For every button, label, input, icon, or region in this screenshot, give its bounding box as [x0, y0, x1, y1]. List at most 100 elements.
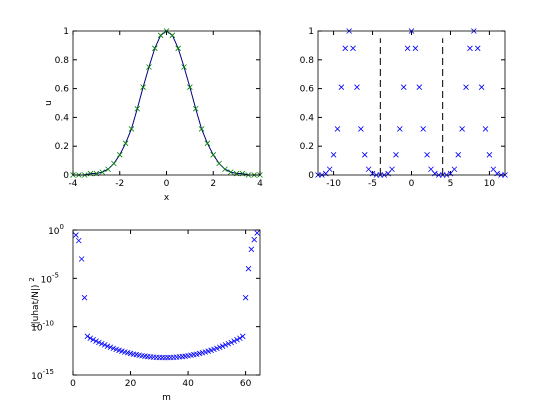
- y-tick-label: 0.6: [55, 85, 70, 95]
- x-axis-label: m: [162, 393, 171, 403]
- x-marker: [157, 32, 164, 39]
- x-axis-label: x: [164, 193, 170, 203]
- x-marker: [216, 160, 222, 167]
- x-marker: [459, 126, 465, 132]
- x-marker: [216, 344, 223, 351]
- axes-box: [72, 30, 261, 176]
- y-tick-label: 0.8: [55, 56, 70, 66]
- y-tick-base: 10: [41, 275, 53, 285]
- x-tick-label: 40: [182, 379, 194, 389]
- x-marker: [152, 45, 158, 52]
- x-marker: [187, 84, 193, 90]
- y-tick-label: 0.2: [55, 142, 69, 152]
- x-marker: [424, 152, 430, 158]
- x-marker: [198, 126, 205, 132]
- x-marker: [90, 336, 96, 343]
- y-tick-label: 10-5: [41, 271, 59, 285]
- y-tick-label: 1: [63, 27, 69, 37]
- axes-box: [317, 30, 506, 176]
- x-marker: [210, 152, 217, 158]
- axes-background: [318, 31, 505, 175]
- y-tick-label: 0.6: [300, 85, 315, 95]
- x-marker: [101, 342, 108, 348]
- y-label-text: u: [44, 100, 54, 106]
- x-marker: [222, 166, 228, 173]
- x-marker: [326, 166, 333, 173]
- x-tick-label: 5: [448, 179, 454, 189]
- x-marker: [420, 126, 426, 132]
- x-tick-label: 4: [257, 179, 263, 189]
- x-tick-label: 60: [240, 379, 252, 389]
- x-marker: [334, 126, 341, 132]
- x-marker: [237, 335, 243, 342]
- y-tick-label: 0.4: [55, 113, 70, 123]
- y-tick-label: 0.2: [300, 142, 314, 152]
- x-marker: [338, 84, 345, 90]
- x-marker: [93, 338, 99, 344]
- x-marker: [350, 45, 356, 52]
- x-marker: [169, 32, 176, 39]
- x-marker: [227, 169, 234, 175]
- axes-box: [72, 229, 261, 376]
- x-marker: [204, 140, 211, 147]
- axes-background: [73, 230, 260, 375]
- x-marker: [389, 166, 395, 173]
- x-marker: [122, 140, 129, 147]
- x-marker: [254, 230, 260, 236]
- x-marker: [81, 294, 88, 301]
- x-marker: [214, 345, 220, 352]
- x-tick-label: 0: [70, 379, 76, 389]
- x-marker: [146, 64, 152, 70]
- x-marker: [242, 294, 249, 301]
- y-tick-label: 0.4: [300, 113, 315, 123]
- x-marker: [128, 126, 135, 132]
- x-marker: [104, 343, 111, 349]
- x-marker: [99, 169, 106, 175]
- x-tick-label: -4: [69, 179, 78, 189]
- x-marker: [234, 336, 240, 343]
- x-marker: [219, 343, 226, 349]
- y-axis-label: (|uhat/N|) 2: [28, 277, 41, 328]
- x-marker: [361, 152, 368, 158]
- x-marker: [87, 335, 94, 342]
- x-marker: [231, 338, 237, 344]
- x-marker: [342, 45, 349, 52]
- x-marker: [463, 84, 469, 90]
- y-tick-exp: -5: [52, 271, 59, 279]
- x-marker: [140, 84, 146, 90]
- axes-background: [73, 31, 260, 175]
- x-tick-label: -10: [326, 179, 341, 189]
- x-marker: [467, 45, 473, 52]
- x-marker: [84, 333, 91, 340]
- y-label-exp: 2: [28, 277, 36, 281]
- x-marker: [78, 256, 85, 262]
- y-tick-exp: -15: [43, 368, 54, 376]
- x-marker: [225, 340, 232, 347]
- x-tick-label: 2: [210, 179, 216, 189]
- x-tick-label: 20: [125, 379, 137, 389]
- x-marker: [478, 84, 485, 90]
- x-marker: [486, 152, 493, 158]
- x-marker: [107, 344, 114, 351]
- x-marker: [245, 265, 252, 272]
- y-tick-label: 10-15: [31, 368, 54, 382]
- x-marker: [404, 45, 411, 52]
- x-marker: [111, 160, 117, 167]
- y-tick-label: 100: [48, 223, 64, 237]
- y-tick-label: 10-10: [31, 320, 54, 334]
- y-tick-label: 0: [308, 171, 314, 181]
- x-marker: [192, 105, 199, 112]
- x-tick-label: 0: [409, 179, 415, 189]
- y-tick-label: 0.8: [300, 56, 315, 66]
- y-tick-base: 10: [48, 227, 60, 237]
- x-marker: [354, 84, 360, 90]
- x-marker: [412, 45, 419, 52]
- x-marker: [397, 126, 403, 132]
- x-marker: [181, 64, 187, 70]
- x-marker: [96, 339, 102, 346]
- y-label-text: (|uhat/N|): [31, 285, 41, 328]
- x-marker: [222, 342, 229, 348]
- y-tick-base: 10: [31, 324, 43, 334]
- x-marker: [134, 105, 141, 112]
